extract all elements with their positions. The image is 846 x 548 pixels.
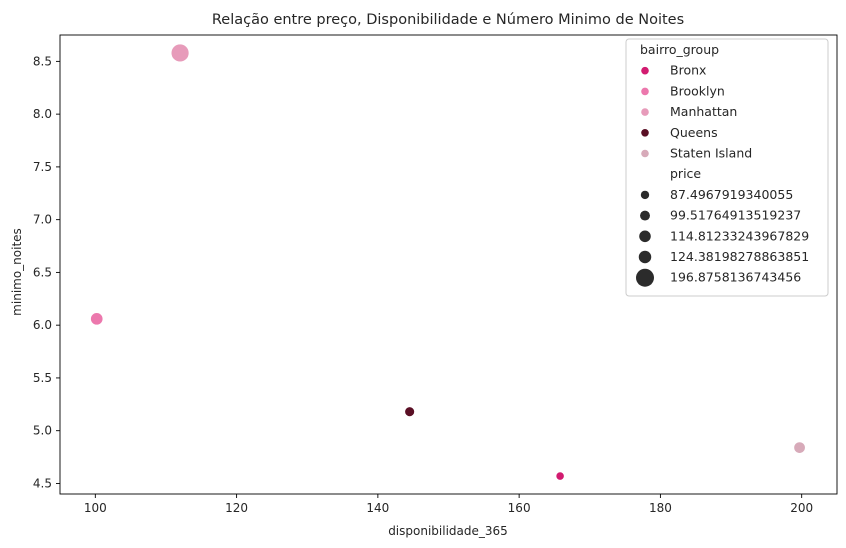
legend-size-marker — [640, 210, 650, 221]
legend-marker — [641, 66, 649, 75]
legend-size-marker — [639, 230, 651, 243]
plot-area: 100 120 140 160 180 200 4.5 5.0 5.5 6.0 6.5 7.0 7.5 8… — [33, 34, 838, 515]
legend-box — [625, 38, 829, 297]
legend-size-marker — [638, 250, 652, 264]
legend-hue-title: bairro_group — [640, 42, 719, 57]
legend-size-marker — [640, 190, 650, 200]
legend-marker — [641, 108, 649, 116]
y-tick-label: 8.0 — [33, 107, 52, 121]
legend-entry: 196.8758136743456 — [670, 270, 801, 285]
y-tick-label: 5.0 — [33, 424, 52, 438]
data-point — [90, 312, 104, 326]
x-tick-label: 120 — [225, 501, 248, 515]
y-tick-label: 7.5 — [33, 160, 52, 174]
data-point — [170, 43, 190, 63]
legend-entry: Staten Island — [670, 146, 752, 161]
x-tick-label: 180 — [649, 501, 672, 515]
y-axis-label: minimo_noites — [10, 228, 24, 316]
legend-marker — [641, 87, 649, 96]
y-tick-label: 6.5 — [33, 265, 52, 279]
chart-title: Relação entre preço, Disponibilidade e N… — [212, 12, 684, 28]
legend-entry: Queens — [670, 125, 718, 140]
x-tick-label: 200 — [790, 501, 813, 515]
x-tick-label: 140 — [366, 501, 389, 515]
legend-entry: Brooklyn — [670, 83, 725, 98]
legend-entry: 99.51764913519237 — [670, 208, 801, 223]
legend-entry: 114.81233243967829 — [670, 228, 809, 243]
legend-marker — [641, 149, 649, 158]
legend: bairro_group Bronx Brooklyn Manhattan Queens… — [625, 38, 829, 297]
x-tick-label: 160 — [508, 501, 531, 515]
data-points — [90, 43, 806, 481]
legend-entry: Manhattan — [670, 104, 737, 119]
plot-frame — [59, 34, 838, 495]
y-tick-label: 4.5 — [33, 476, 52, 490]
y-tick-label: 6.0 — [33, 318, 52, 332]
data-point — [555, 471, 565, 481]
legend-entry: Bronx — [670, 63, 706, 78]
y-tick-label: 7.0 — [33, 213, 52, 227]
legend-entry: 124.38198278863851 — [670, 249, 809, 264]
legend-size-marker — [636, 268, 654, 287]
x-axis-label: disponibilidade_365 — [388, 524, 508, 538]
data-point — [404, 406, 416, 418]
legend-size-title: price — [670, 166, 701, 181]
y-tick-label: 5.5 — [33, 371, 52, 385]
legend-entry: 87.4967919340055 — [670, 187, 793, 202]
x-tick-label: 100 — [84, 501, 107, 515]
legend-marker — [641, 129, 649, 137]
y-tick-label: 8.5 — [33, 54, 52, 68]
data-point — [793, 441, 806, 454]
